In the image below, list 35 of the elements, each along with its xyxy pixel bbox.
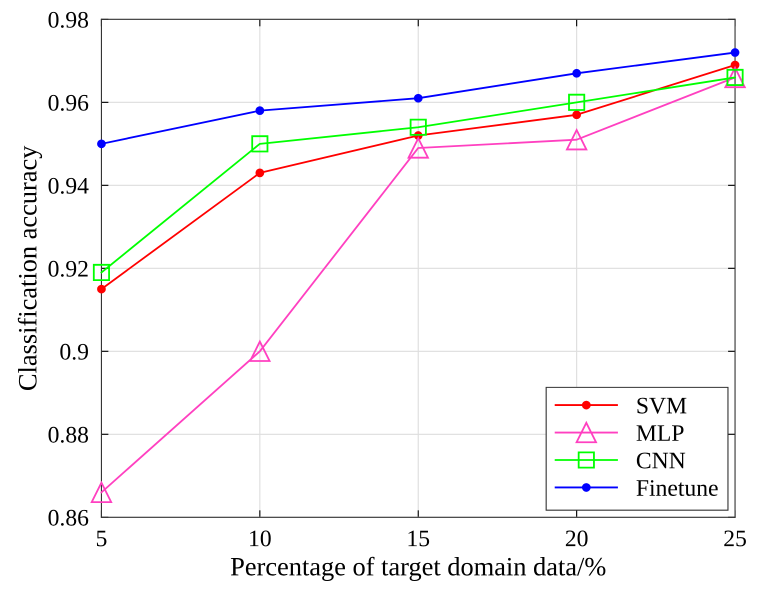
point: [568, 94, 586, 111]
x-tick-label: 15: [408, 530, 430, 546]
x-tick-label: 10: [250, 530, 271, 546]
y-tick-label: 0.88: [48, 426, 88, 443]
point: [408, 137, 429, 159]
legend-label: SVM: [637, 398, 686, 414]
point: [572, 110, 582, 120]
y-tick-label: 0.98: [48, 12, 88, 28]
point: [249, 340, 270, 362]
legend-label: Finetune: [636, 480, 718, 496]
legend-label: CNN: [636, 452, 686, 468]
point: [572, 68, 582, 78]
y-tick-label: 0.86: [48, 510, 88, 526]
point: [251, 135, 268, 152]
y-tick-label: 0.9: [60, 344, 88, 360]
y-tick-label: 0.92: [48, 260, 88, 277]
point: [730, 48, 740, 57]
x-tick-label: 5: [96, 530, 106, 546]
point: [566, 129, 588, 150]
point: [730, 60, 740, 70]
y-axis-title: Classification accuracy: [18, 146, 42, 390]
x-tick-label: 20: [566, 530, 588, 546]
point: [92, 264, 110, 282]
point: [97, 139, 106, 148]
point: [414, 94, 423, 103]
y-tick-label: 0.96: [48, 94, 88, 111]
legend-label: MLP: [636, 425, 684, 441]
point: [97, 284, 106, 294]
x-axis-title: Percentage of target domain data/%: [230, 556, 606, 582]
point: [410, 118, 427, 136]
x-tick-label: 25: [724, 530, 746, 546]
y-tick-label: 0.94: [48, 178, 89, 194]
point: [255, 106, 264, 116]
point: [255, 168, 264, 178]
point: [90, 482, 112, 504]
